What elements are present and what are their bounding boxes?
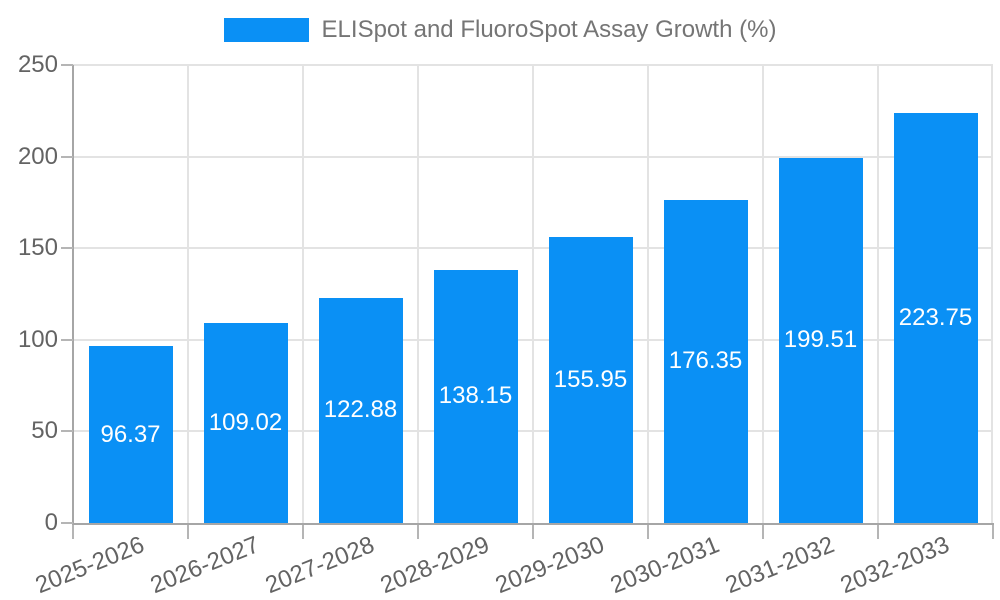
y-tick-mark bbox=[61, 64, 73, 66]
x-tick-mark bbox=[877, 525, 879, 539]
y-tick-label: 150 bbox=[17, 234, 58, 262]
y-tick-mark bbox=[61, 247, 73, 250]
x-tick-mark bbox=[302, 525, 304, 539]
x-tick-mark bbox=[417, 525, 419, 539]
legend: ELISpot and FluoroSpot Assay Growth (%) bbox=[0, 16, 1000, 44]
plot-area: 96.37 109.02 122.88 138.15 155.95 176.35 199.5… bbox=[73, 64, 993, 523]
y-tick-label: 0 bbox=[44, 509, 58, 536]
y-tick-mark bbox=[61, 338, 73, 341]
bar-value-label: 138.15 bbox=[438, 382, 513, 410]
bar-value-label: 223.75 bbox=[898, 304, 973, 332]
bar-value-label: 122.88 bbox=[323, 396, 398, 424]
bar: 199.51 bbox=[778, 157, 863, 523]
bar-value-label: 109.02 bbox=[208, 409, 283, 437]
legend-swatch bbox=[223, 18, 309, 42]
x-tick-label: 2028-2029 bbox=[376, 531, 493, 600]
x-tick-label: 2027-2028 bbox=[261, 531, 378, 600]
gridline-v bbox=[647, 65, 649, 523]
bar-value-label: 199.51 bbox=[783, 326, 858, 354]
y-tick-mark bbox=[61, 430, 73, 433]
x-tick-label: 2032-2033 bbox=[836, 531, 953, 600]
bar-value-label: 176.35 bbox=[668, 347, 743, 375]
bar: 138.15 bbox=[433, 269, 518, 523]
bar: 122.88 bbox=[318, 297, 403, 523]
x-tick-mark bbox=[72, 525, 74, 539]
x-axis-line bbox=[72, 523, 994, 525]
gridline-v bbox=[532, 65, 534, 523]
y-tick-label: 100 bbox=[17, 325, 58, 353]
x-tick-mark bbox=[187, 525, 189, 539]
y-tick-label: 50 bbox=[31, 417, 58, 445]
gridline-v bbox=[877, 65, 879, 523]
gridline-v bbox=[302, 65, 304, 523]
y-tick-mark bbox=[61, 522, 73, 524]
gridline-v bbox=[417, 65, 419, 523]
x-tick-mark bbox=[992, 525, 994, 539]
x-tick-mark bbox=[532, 525, 534, 539]
x-tick-label: 2030-2031 bbox=[606, 531, 723, 600]
x-tick-mark bbox=[647, 525, 649, 539]
plot-right-border bbox=[991, 65, 993, 523]
x-tick-mark bbox=[762, 525, 764, 539]
x-tick-label: 2031-2032 bbox=[721, 531, 838, 600]
y-tick-label: 200 bbox=[17, 142, 58, 170]
y-tick-mark bbox=[61, 155, 73, 158]
bar: 96.37 bbox=[88, 346, 173, 523]
bar-value-label: 96.37 bbox=[100, 420, 161, 448]
x-tick-label: 2026-2027 bbox=[146, 531, 263, 600]
bar: 109.02 bbox=[203, 323, 288, 523]
y-tick-label: 250 bbox=[17, 51, 58, 78]
gridline-v bbox=[187, 65, 189, 523]
gridline-v bbox=[762, 65, 764, 523]
bar: 223.75 bbox=[893, 113, 978, 523]
bar: 176.35 bbox=[663, 199, 748, 523]
bar: 155.95 bbox=[548, 237, 633, 523]
x-tick-label: 2029-2030 bbox=[491, 531, 608, 600]
y-axis-line bbox=[72, 65, 74, 525]
legend-label: ELISpot and FluoroSpot Assay Growth (%) bbox=[321, 16, 777, 43]
bar-value-label: 155.95 bbox=[553, 366, 628, 394]
x-tick-label: 2025-2026 bbox=[31, 531, 148, 600]
